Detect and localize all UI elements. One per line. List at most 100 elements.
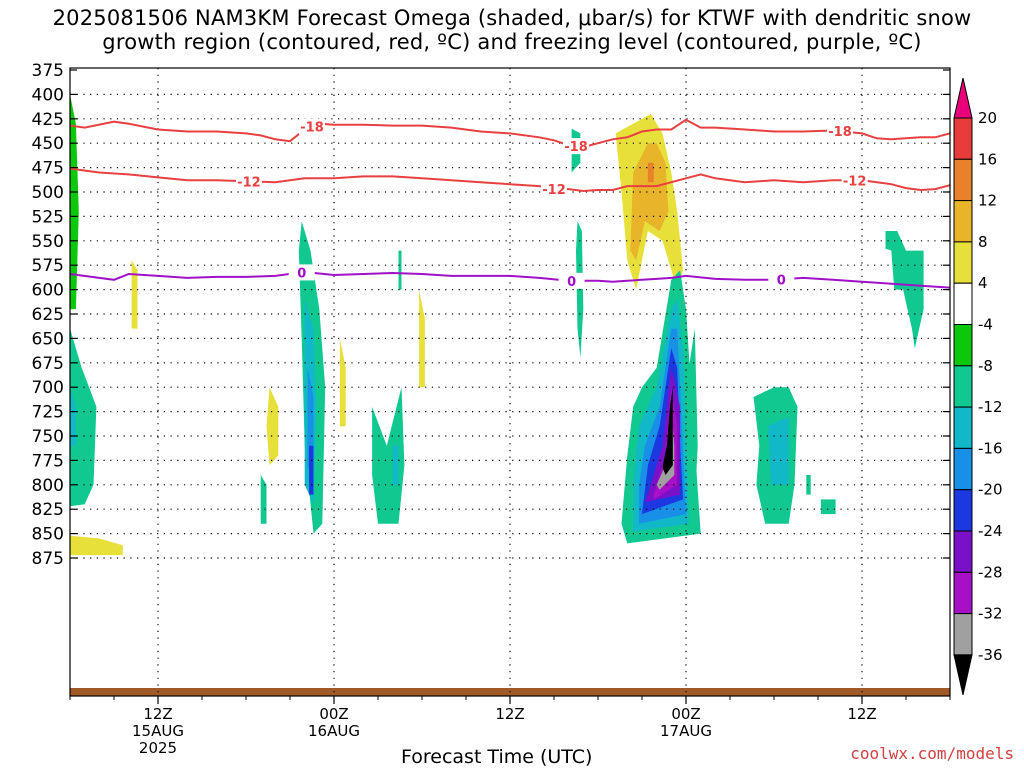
omega-region: [630, 143, 669, 261]
colorbar-label: 16: [978, 150, 997, 168]
contour-label: -12: [542, 183, 566, 198]
colorbar-label: 20: [978, 109, 997, 127]
x-tick-date: 15AUG: [132, 722, 184, 740]
colorbar-swatch: [953, 365, 973, 408]
y-tick-label: 875: [32, 549, 64, 569]
x-tick-label: 00Z: [319, 705, 348, 723]
colorbar-swatch: [953, 447, 973, 491]
contour--18: [70, 118, 950, 149]
omega-region: [551, 250, 563, 353]
y-tick-label: 700: [32, 378, 64, 398]
site-credit: coolwx.com/models: [850, 744, 1014, 763]
omega-region: [398, 536, 540, 559]
x-tick-label: 00Z: [671, 705, 700, 723]
omega-region: [885, 231, 924, 349]
omega-region: [521, 221, 543, 353]
y-tick-label: 675: [32, 354, 64, 374]
omega-region: [260, 475, 267, 524]
colorbar-label: 4: [978, 274, 988, 292]
colorbar-swatch: [953, 324, 973, 367]
colorbar-label: 12: [978, 192, 997, 210]
x-tick-date: 16AUG: [308, 722, 360, 740]
y-axis: 375 400 425 450 475 500 525 550 575 600 625 650 675 7…: [32, 61, 950, 569]
colorbar-label: -4: [978, 316, 993, 334]
omega-region: [812, 221, 830, 319]
colorbar-label: -16: [978, 439, 1003, 457]
x-tick-year: 2025: [139, 739, 177, 757]
omega-region: [131, 260, 138, 329]
y-tick-label: 625: [32, 305, 64, 325]
y-tick-label: 750: [32, 427, 64, 447]
colorbar-label: -20: [978, 481, 1003, 499]
chart-title-line-2: growth region (contoured, red, ºC) and f…: [102, 30, 922, 54]
x-tick-date: 17AUG: [660, 722, 712, 740]
omega-region: [419, 289, 425, 388]
colorbar-top-arrow: [953, 77, 973, 119]
contour-label: 0: [777, 273, 786, 288]
omega-region: [339, 338, 346, 427]
y-tick-label: 375: [32, 61, 64, 81]
colorbar-label: -24: [978, 522, 1003, 540]
colorbar-label: -8: [978, 357, 993, 375]
omega-region: [392, 445, 399, 485]
omega-region: [309, 445, 314, 495]
y-tick-label: 425: [32, 110, 64, 130]
y-tick-label: 575: [32, 256, 64, 276]
omega-region: [662, 387, 673, 475]
omega-region: [70, 328, 97, 507]
y-tick-label: 775: [32, 451, 64, 471]
omega-region: [266, 387, 279, 466]
colorbar-swatch: [953, 158, 973, 202]
colorbar-swatch: [953, 282, 973, 326]
omega-region: [398, 250, 402, 290]
colorbar: 20 16 12 8 4 -4 -8 -12 -16 -20 -24 -28 -32 -36: [953, 77, 1003, 696]
colorbar-swatch: [953, 406, 973, 449]
colorbar-swatch: [953, 530, 973, 573]
colorbar-swatch: [953, 241, 973, 284]
contour-label: -18: [564, 140, 588, 155]
colorbar-swatch: [953, 117, 973, 160]
contour-label: -18: [828, 125, 852, 140]
contour-label-bg: [235, 173, 262, 190]
contour-label: -18: [300, 121, 324, 136]
y-tick-label: 450: [32, 134, 64, 154]
y-tick-label: 725: [32, 403, 64, 423]
omega-region: [820, 499, 836, 515]
colorbar-label: -32: [978, 605, 1003, 623]
y-tick-label: 500: [32, 183, 64, 203]
colorbar-swatch: [953, 613, 973, 656]
y-tick-label: 800: [32, 476, 64, 496]
omega-region: [647, 162, 654, 183]
x-tick-label: 12Z: [143, 705, 172, 723]
contour-labels: -18 -18 -18 -12 -12 -12 0 0 0: [235, 118, 868, 290]
contour-label: 0: [297, 266, 306, 281]
colorbar-bottom-arrow: [953, 654, 973, 696]
y-tick-label: 400: [32, 85, 64, 105]
y-tick-label: 825: [32, 500, 64, 520]
contour-label: 0: [567, 275, 576, 290]
x-tick-label: 12Z: [495, 705, 524, 723]
colorbar-swatch: [953, 571, 973, 615]
omega-region: [70, 535, 123, 556]
y-tick-label: 475: [32, 159, 64, 179]
y-tick-label: 650: [32, 329, 64, 349]
gridlines: [70, 68, 950, 696]
contour-label-bg: [288, 264, 315, 281]
omega-region: [70, 387, 76, 446]
omega-region: [372, 387, 405, 524]
colorbar-label: 8: [978, 233, 988, 251]
omega-region: [688, 328, 698, 505]
contour-label-bg: [563, 138, 589, 155]
colorbar-label: -36: [978, 646, 1003, 664]
colorbar-label: -12: [978, 398, 1003, 416]
omega-region: [844, 211, 871, 388]
y-tick-label: 850: [32, 525, 64, 545]
x-tick-label: 12Z: [847, 705, 876, 723]
colorbar-swatch: [953, 200, 973, 243]
omega-region: [806, 475, 811, 495]
y-tick-label: 550: [32, 232, 64, 252]
contour-label-bg: [299, 118, 325, 135]
contour-label-bg: [768, 271, 795, 288]
